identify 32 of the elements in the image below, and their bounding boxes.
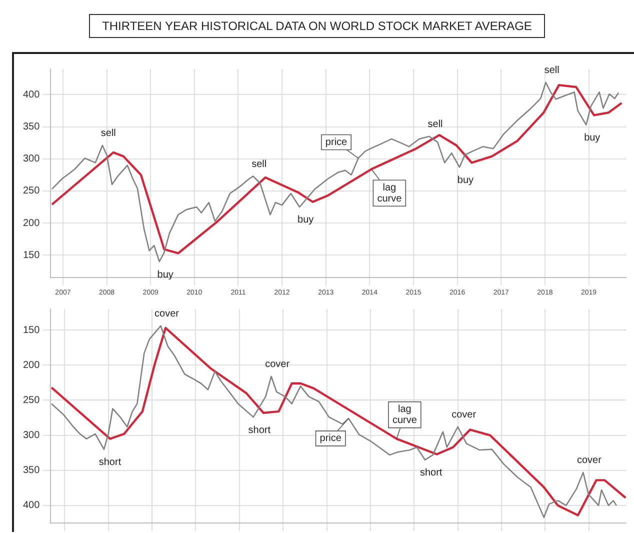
annotation: short xyxy=(98,457,122,468)
y-tick-label: 150 xyxy=(22,250,40,261)
y-tick-label: 250 xyxy=(22,394,40,406)
annotation: cover xyxy=(576,455,602,466)
annotation: short xyxy=(248,424,271,436)
y-tick-label: 350 xyxy=(22,122,40,133)
annotation: sell xyxy=(428,119,443,130)
annotation: cover xyxy=(452,410,477,421)
annotation: sell xyxy=(100,128,116,140)
annotation: short xyxy=(420,468,442,479)
y-tick-label: 400 xyxy=(22,89,40,100)
annotation: buy xyxy=(157,269,174,280)
y-tick-label: 300 xyxy=(22,154,40,165)
y-tick-label: 400 xyxy=(22,500,40,512)
y-tick-label: 200 xyxy=(22,360,40,371)
y-tick-label: 250 xyxy=(22,186,40,197)
annotation: buy xyxy=(457,174,474,186)
series-label: lag curve xyxy=(392,404,418,426)
annotation: cover xyxy=(154,308,180,320)
series-label: lag curve xyxy=(377,182,402,204)
annotation: cover xyxy=(265,359,290,370)
y-tick-label: 300 xyxy=(22,430,40,442)
series-label: price xyxy=(320,433,342,444)
annotation: buy xyxy=(584,132,600,144)
annotation: sell xyxy=(252,158,267,170)
annotation: sell xyxy=(544,65,560,76)
series-label: price xyxy=(325,136,348,148)
annotation: buy xyxy=(298,214,314,226)
y-tick-label: 150 xyxy=(22,324,40,336)
y-tick-label: 200 xyxy=(22,218,40,229)
chart-title: THIRTEEN YEAR HISTORICAL DATA ON WORLD STOCK MARKET AVERAGE xyxy=(89,14,545,38)
y-tick-label: 350 xyxy=(22,465,40,476)
